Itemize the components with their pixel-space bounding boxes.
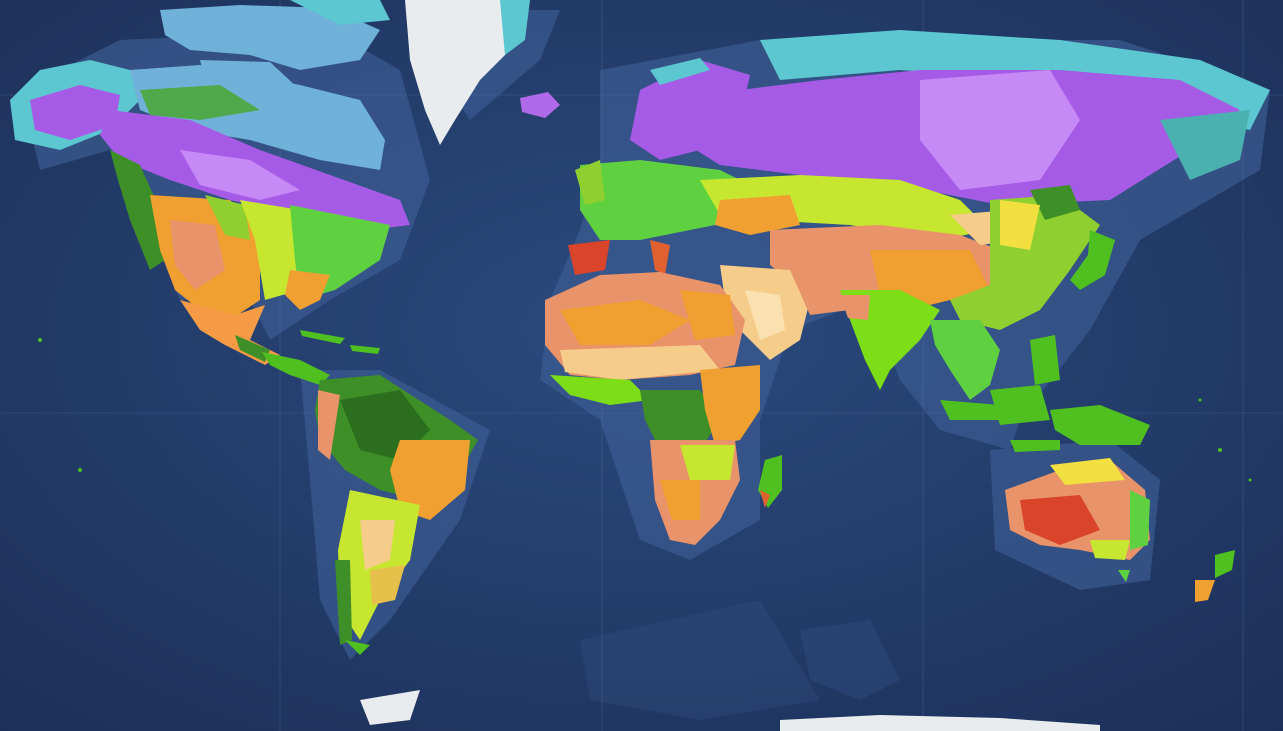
- north-america[interactable]: [10, 0, 410, 385]
- sahara-sand: [560, 300, 690, 345]
- red-center: [1020, 495, 1100, 545]
- arabian-interior: [745, 290, 785, 340]
- greenland-coast: [500, 0, 530, 55]
- japan[interactable]: [1070, 230, 1115, 290]
- patagonia-forest: [335, 560, 352, 645]
- alaska-boreal: [30, 85, 120, 140]
- iran-plateau: [790, 270, 850, 315]
- madagascar-dry: [760, 490, 770, 508]
- southeast-asia[interactable]: [930, 320, 1000, 400]
- us-southeast: [285, 270, 330, 310]
- steppe[interactable]: [700, 175, 990, 240]
- iberia: [568, 240, 610, 275]
- miombo: [680, 445, 735, 480]
- tierra-del-fuego: [345, 640, 370, 655]
- canada-taiga: [180, 150, 300, 200]
- eurasia[interactable]: [568, 30, 1270, 400]
- southeast-temperate: [1090, 540, 1130, 560]
- cerrado[interactable]: [390, 440, 470, 520]
- west-africa-savanna[interactable]: [550, 375, 650, 405]
- antarctica: [360, 690, 1100, 731]
- south-america[interactable]: [315, 375, 478, 655]
- australia[interactable]: [1005, 458, 1150, 560]
- central-america[interactable]: [262, 352, 330, 385]
- pontic-steppe: [715, 195, 800, 235]
- manchuria: [1030, 185, 1080, 220]
- arctic-archipelago[interactable]: [160, 5, 380, 70]
- yellow-zone: [1000, 200, 1040, 250]
- sahel: [560, 345, 720, 380]
- caribbean-islands: [300, 330, 380, 354]
- northern-savanna: [1050, 458, 1125, 485]
- mexico-forest: [235, 335, 270, 362]
- pacific-islands: [38, 338, 1252, 482]
- kalahari: [660, 480, 700, 520]
- siberian-taiga: [920, 70, 1080, 190]
- libyan-desert: [680, 290, 735, 340]
- africa[interactable]: [545, 272, 760, 545]
- nz-north-island: [1215, 550, 1235, 578]
- andes-north: [318, 390, 340, 460]
- canada-forest: [140, 85, 260, 120]
- congo-basin[interactable]: [640, 390, 720, 450]
- maritime-southeast-asia[interactable]: [940, 335, 1150, 452]
- scandinavia-coast: [650, 58, 710, 85]
- british-isles: [575, 160, 605, 205]
- arctic-island: [290, 0, 390, 25]
- thar: [840, 295, 870, 320]
- eastern-forest: [1130, 490, 1150, 550]
- mediterranean-italy: [650, 240, 670, 275]
- south-cone[interactable]: [338, 490, 420, 640]
- rockies: [205, 195, 250, 240]
- great-basin: [170, 220, 225, 290]
- pampas: [370, 565, 405, 605]
- east-asia-forest[interactable]: [950, 195, 1100, 330]
- pacific-coast-forest[interactable]: [110, 150, 165, 270]
- chaco: [360, 520, 395, 570]
- iceland[interactable]: [520, 92, 560, 118]
- greenland[interactable]: [405, 0, 525, 145]
- new-zealand[interactable]: [1195, 550, 1235, 602]
- nz-south-island: [1195, 580, 1215, 602]
- tasmania: [1118, 570, 1130, 582]
- kamchatka: [1160, 110, 1250, 180]
- east-africa[interactable]: [700, 365, 760, 445]
